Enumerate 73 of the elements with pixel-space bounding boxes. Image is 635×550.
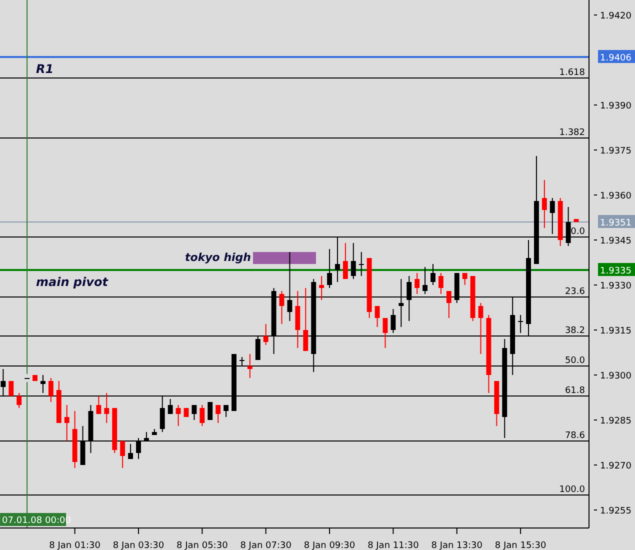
candlestick	[462, 272, 468, 286]
candlestick	[120, 440, 126, 468]
y-tick-label: 1.9390	[600, 102, 632, 112]
ref-line-label: main pivot	[36, 275, 110, 289]
candlestick	[414, 272, 420, 294]
x-tick-label: 8 Jan 01:30	[49, 541, 101, 550]
candlestick	[40, 374, 46, 394]
candlestick	[208, 402, 213, 420]
candlestick	[224, 404, 229, 418]
candlestick	[303, 288, 308, 352]
candlestick	[350, 242, 356, 280]
candlestick	[478, 302, 484, 354]
annotation: tokyo high	[185, 251, 251, 265]
candlestick	[295, 290, 300, 348]
annotation: 23.6	[564, 287, 586, 297]
x-tick-label: 8 Jan 09:30	[304, 541, 356, 550]
candlestick	[438, 272, 444, 294]
x-tick-label: 8 Jan 05:30	[176, 541, 228, 550]
y-tick-label: 1.9420	[600, 12, 632, 22]
annotation: 61.8	[564, 386, 586, 396]
candlestick	[176, 404, 181, 426]
ref-line-label: R1	[36, 62, 54, 76]
candlestick	[168, 398, 173, 414]
candlestick	[104, 392, 110, 424]
y-tick-label: 1.9285	[600, 416, 632, 426]
candlestick	[279, 290, 284, 324]
annotation: 1.618	[559, 68, 586, 78]
candlestick	[263, 324, 268, 346]
candlestick	[8, 381, 14, 396]
y-tick-label: 1.9330	[600, 282, 632, 292]
y-tick-label: 1.9351	[600, 218, 632, 228]
candlestick	[128, 444, 134, 460]
annotation: 38.2	[564, 326, 585, 336]
candlestick	[382, 318, 388, 348]
x-tick-label: 8 Jan 11:30	[368, 541, 420, 550]
annotation: 1.382	[559, 128, 585, 138]
candlestick	[374, 306, 380, 328]
y-tick-label: 1.9345	[600, 236, 632, 246]
candlestick	[96, 396, 102, 414]
y-tick-label: 1.9360	[600, 192, 632, 202]
candlestick	[192, 404, 197, 420]
x-tick-label: 8 Jan 13:30	[431, 541, 483, 550]
y-tick-label: 1.9270	[600, 462, 632, 472]
annotation: 78.6	[564, 431, 586, 441]
candlestick	[200, 404, 205, 426]
candlestick	[550, 198, 555, 234]
candlestick	[64, 404, 70, 442]
candlestick	[358, 252, 364, 276]
x-tick-label: 8 Jan 15:30	[494, 541, 546, 550]
candlestick	[327, 248, 332, 288]
candlestick	[518, 314, 524, 334]
y-tick-label: 1.9335	[600, 266, 632, 276]
annotation: 0.0	[570, 227, 586, 237]
candlestick	[247, 354, 252, 378]
y-tick-label: 1.9406	[600, 54, 632, 64]
x-tick-label: 8 Jan 03:30	[112, 541, 164, 550]
candlestick	[446, 290, 452, 318]
candlestick	[216, 404, 221, 424]
candlestick	[542, 180, 547, 228]
candlestick	[342, 242, 348, 280]
y-tick-label: 1.9375	[600, 146, 632, 156]
candlestick	[430, 264, 436, 286]
y-tick-label: 1.9300	[600, 372, 632, 382]
annotation: 50.0	[564, 356, 586, 366]
annotation: 100.0	[559, 485, 586, 495]
y-tick-label: 1.9255	[600, 506, 632, 516]
candlestick	[48, 378, 54, 402]
candlestick	[16, 392, 22, 408]
candlestick	[422, 266, 428, 294]
x-tick-label: 8 Jan 07:30	[240, 541, 292, 550]
candlestick	[390, 308, 396, 334]
candlestick	[319, 276, 324, 300]
y-tick-label: 1.9315	[600, 326, 632, 336]
